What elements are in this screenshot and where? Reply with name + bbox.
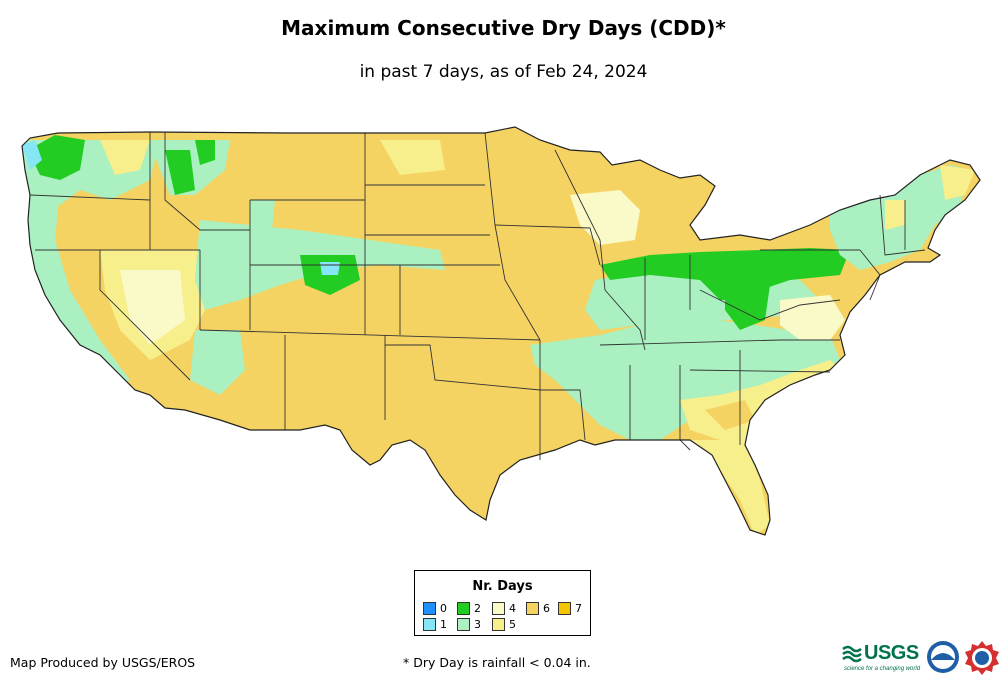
- nws-logo-icon: [965, 641, 999, 675]
- map-subtitle: in past 7 days, as of Feb 24, 2024: [359, 62, 648, 82]
- map-title: Maximum Consecutive Dry Days (CDD)*: [281, 16, 726, 40]
- usgs-tagline: science for a changing world: [844, 666, 921, 672]
- map-credit: Map Produced by USGS/EROS: [10, 655, 196, 670]
- legend-label: 5: [509, 618, 516, 631]
- legend-swatch: [492, 602, 505, 615]
- legend-swatch: [558, 602, 571, 615]
- usgs-logo: USGS: [864, 642, 919, 664]
- legend: Nr. Days 0 1 2 3 4 5 6 7: [414, 570, 591, 636]
- legend-label: 4: [509, 602, 516, 615]
- agency-logos: USGS science for a changing world: [842, 640, 1002, 680]
- legend-label: 1: [440, 618, 447, 631]
- legend-swatch: [457, 602, 470, 615]
- legend-title: Nr. Days: [472, 579, 533, 594]
- cdd-regions: [22, 127, 980, 535]
- legend-swatch: [423, 618, 436, 631]
- dry-day-footnote: * Dry Day is rainfall < 0.04 in.: [403, 655, 591, 670]
- usgs-emblem-icon: [842, 645, 862, 663]
- state-borders: [29, 132, 926, 460]
- legend-swatch: [457, 618, 470, 631]
- legend-swatch: [423, 602, 436, 615]
- legend-swatch: [492, 618, 505, 631]
- legend-label: 3: [474, 618, 481, 631]
- legend-label: 0: [440, 602, 447, 615]
- legend-label: 7: [575, 602, 582, 615]
- legend-swatch: [526, 602, 539, 615]
- noaa-logo-icon: [927, 641, 959, 673]
- legend-label: 2: [474, 602, 481, 615]
- legend-label: 6: [543, 602, 550, 615]
